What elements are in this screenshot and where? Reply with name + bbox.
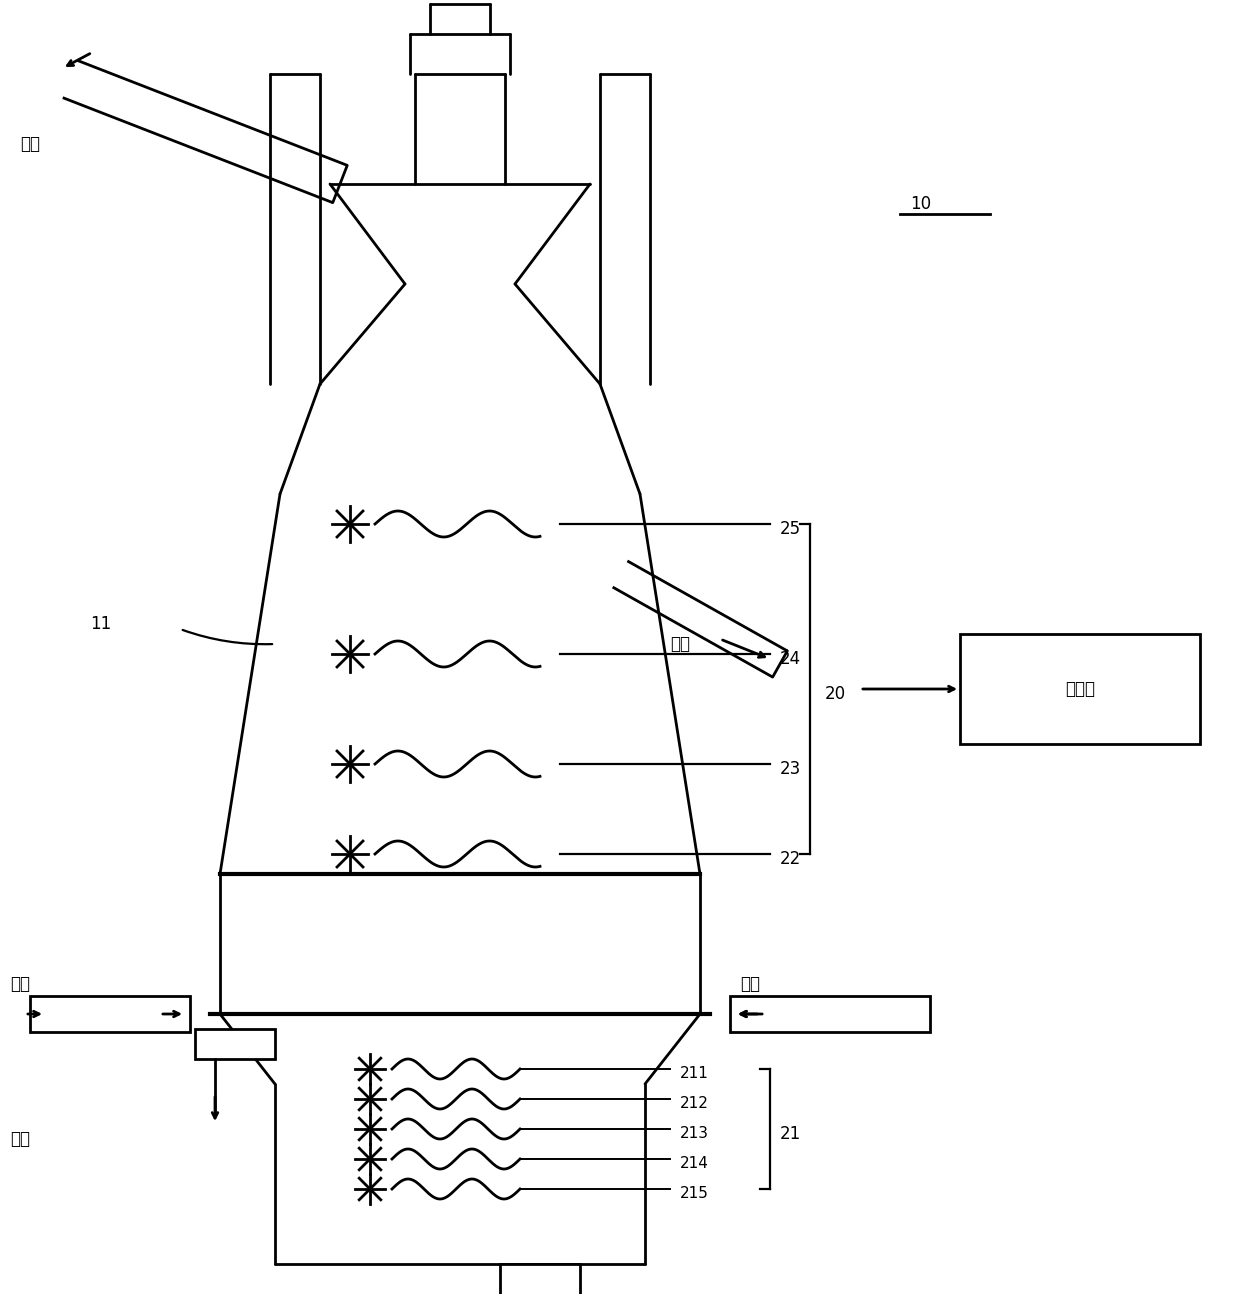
- Bar: [30, 996, 190, 1033]
- Text: 原料: 原料: [20, 135, 40, 153]
- Text: 213: 213: [680, 1127, 709, 1141]
- Text: 212: 212: [680, 1096, 709, 1112]
- Text: 215: 215: [680, 1187, 709, 1202]
- Text: 24: 24: [780, 650, 801, 668]
- Text: 10: 10: [910, 195, 931, 214]
- Text: 11: 11: [91, 615, 112, 633]
- Text: 炉气: 炉气: [670, 635, 689, 653]
- Bar: [730, 996, 930, 1033]
- Text: 23: 23: [780, 760, 801, 778]
- Bar: [500, 1264, 580, 1294]
- Text: 211: 211: [680, 1066, 709, 1082]
- Text: 214: 214: [680, 1157, 709, 1171]
- Text: 控制部: 控制部: [1065, 681, 1095, 697]
- Text: 21: 21: [780, 1124, 801, 1143]
- Text: 25: 25: [780, 520, 801, 538]
- Text: 20: 20: [825, 685, 846, 703]
- Bar: [195, 1029, 275, 1058]
- Text: 22: 22: [780, 850, 801, 868]
- FancyBboxPatch shape: [960, 634, 1200, 744]
- Text: 热风: 热风: [740, 974, 760, 992]
- Text: 热风: 热风: [10, 974, 30, 992]
- Text: 炉渣: 炉渣: [10, 1130, 30, 1148]
